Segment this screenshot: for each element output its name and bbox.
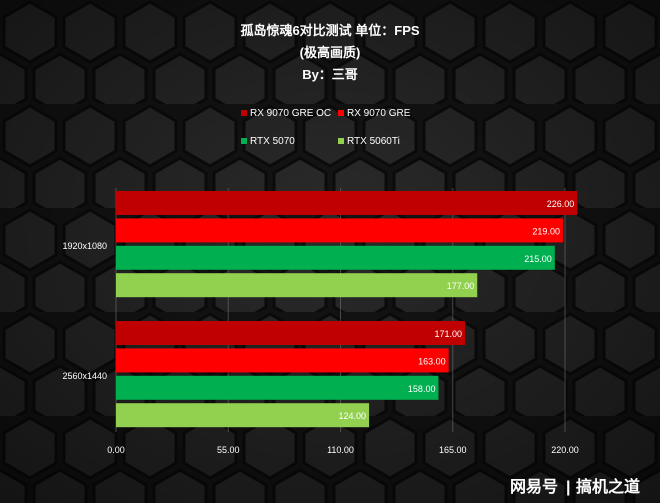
data-label: 226.00 xyxy=(547,199,575,209)
legend-label: RX 9070 GRE xyxy=(347,108,411,119)
data-label: 124.00 xyxy=(339,411,367,421)
category-label: 2560x1440 xyxy=(62,371,107,381)
watermark-name: 搞机之道 xyxy=(576,477,640,496)
chart-author: By：三哥 xyxy=(302,67,358,82)
data-label: 215.00 xyxy=(524,254,552,264)
x-tick-label: 220.00 xyxy=(551,445,579,455)
y-axis-categories: 1920x1080 2560x1440 xyxy=(62,241,107,381)
legend-label: RTX 5070 xyxy=(250,136,295,147)
watermark-separator: | xyxy=(566,479,570,496)
bars: 226.00 219.00 215.00 177.00 171.00 163.00 158.… xyxy=(116,191,578,428)
bar xyxy=(116,273,478,298)
data-label: 171.00 xyxy=(434,329,462,339)
bar xyxy=(116,245,555,270)
data-label: 163.00 xyxy=(418,356,446,366)
bar xyxy=(116,321,465,345)
legend-label: RTX 5060Ti xyxy=(347,136,400,147)
legend-label: RX 9070 GRE OC xyxy=(250,108,331,119)
legend-swatch xyxy=(241,138,247,144)
bar xyxy=(116,348,449,373)
x-axis-ticks: 0.00 55.00 110.00 165.00 220.00 xyxy=(107,445,579,455)
bar xyxy=(116,403,370,428)
legend-swatch xyxy=(338,110,344,116)
bar xyxy=(116,191,578,215)
chart-subtitle: (极高画质) xyxy=(300,45,361,60)
category-label: 1920x1080 xyxy=(62,241,107,251)
data-label: 219.00 xyxy=(532,226,560,236)
bar xyxy=(116,375,439,400)
x-tick-label: 0.00 xyxy=(107,445,125,455)
legend: RX 9070 GRE OC RX 9070 GRE RTX 5070 RTX 506… xyxy=(241,108,411,147)
x-tick-label: 110.00 xyxy=(327,445,354,455)
x-tick-label: 165.00 xyxy=(439,445,467,455)
chart-title: 孤岛惊魂6对比测试 单位：FPS xyxy=(240,23,419,38)
legend-swatch xyxy=(338,138,344,144)
data-label: 158.00 xyxy=(408,384,436,394)
data-label: 177.00 xyxy=(447,281,475,291)
bar xyxy=(116,218,563,243)
legend-swatch xyxy=(241,110,247,116)
x-tick-label: 55.00 xyxy=(217,445,240,455)
watermark-brand: 网易号 xyxy=(510,478,558,496)
